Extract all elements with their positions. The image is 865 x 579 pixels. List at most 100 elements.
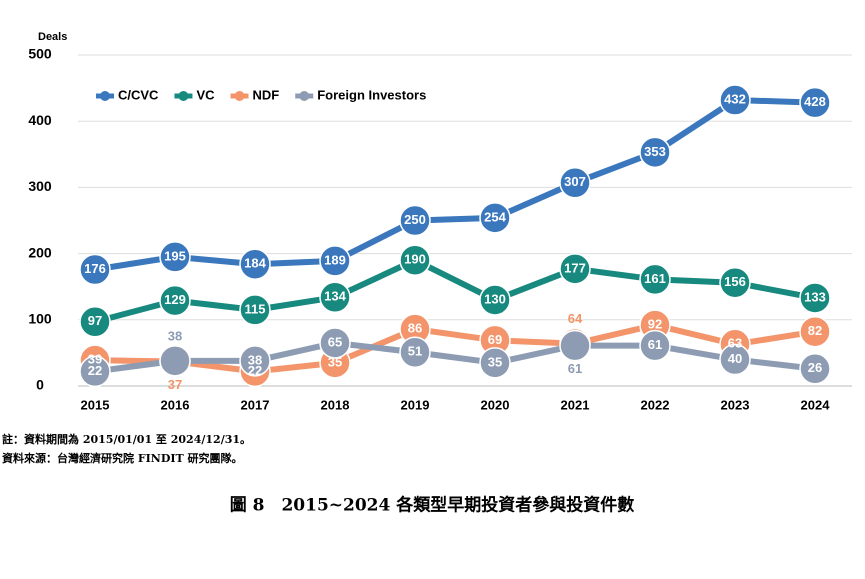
- data-point: [79, 355, 111, 388]
- x-tick-label: 2018: [321, 397, 350, 412]
- data-label: 38: [248, 352, 262, 367]
- data-label: 40: [728, 351, 742, 366]
- data-label: 63: [728, 336, 742, 351]
- data-point: [159, 345, 191, 377]
- y-tick-label: 100: [28, 311, 52, 327]
- data-label: 82: [808, 323, 822, 338]
- legend-label: VC: [196, 87, 215, 102]
- data-label: 254: [484, 209, 506, 224]
- data-label: 184: [244, 256, 266, 271]
- data-point: [719, 266, 751, 299]
- data-point: [639, 136, 671, 169]
- data-label: 176: [84, 261, 106, 276]
- legend-label: C/CVC: [118, 87, 159, 102]
- y-tick-label: 500: [28, 46, 52, 62]
- data-label: 35: [488, 354, 502, 369]
- legend-marker: [100, 91, 110, 101]
- data-point: [399, 336, 431, 368]
- x-tick-label: 2020: [481, 397, 510, 412]
- y-tick-label: 400: [28, 112, 52, 128]
- data-label: 428: [804, 94, 826, 109]
- data-label: 37: [168, 377, 182, 392]
- data-label: 38: [168, 328, 182, 343]
- data-point: [719, 343, 751, 376]
- data-point: [639, 263, 671, 296]
- data-label: 353: [644, 144, 666, 159]
- x-tick-label: 2015: [81, 397, 110, 412]
- data-label: 61: [648, 337, 662, 352]
- data-label: 129: [164, 292, 186, 307]
- data-point: [479, 284, 511, 316]
- y-tick-label: 200: [28, 244, 52, 260]
- x-tick-label: 2016: [161, 397, 190, 412]
- data-label: 250: [404, 212, 426, 227]
- data-point: [799, 353, 831, 385]
- data-label: 35: [328, 354, 342, 369]
- data-label: 64: [568, 311, 583, 326]
- data-point: [159, 241, 191, 273]
- data-label: 22: [248, 363, 262, 378]
- legend-marker: [234, 91, 245, 101]
- legend-label: NDF: [253, 87, 280, 102]
- note: 註：資料期間為 2015/01/01 至 2024/12/31。: [2, 432, 251, 446]
- data-label: 307: [564, 174, 586, 189]
- y-tick-label: 0: [36, 377, 44, 393]
- data-point: [399, 204, 431, 237]
- data-label: 86: [408, 321, 422, 336]
- data-point: [559, 253, 591, 285]
- caption: 圖 8 2015~2024 各類型早期投資者參與投資件數: [230, 495, 635, 516]
- data-label: 115: [245, 301, 266, 316]
- data-point: [159, 284, 191, 317]
- data-point: [319, 245, 351, 277]
- data-label: 156: [724, 274, 746, 289]
- data-label: 65: [328, 334, 342, 349]
- data-label: 69: [488, 332, 502, 347]
- data-label: 39: [88, 352, 102, 367]
- data-label: 133: [804, 289, 826, 304]
- data-point: [479, 347, 511, 379]
- data-point: [799, 282, 831, 314]
- data-point: [79, 306, 111, 338]
- data-label: 190: [404, 252, 426, 267]
- data-point: [399, 244, 431, 276]
- x-tick-label: 2023: [721, 397, 750, 412]
- data-point: [719, 84, 751, 116]
- data-point: [799, 86, 831, 119]
- data-label: 189: [324, 252, 346, 267]
- series-line: [94, 322, 816, 375]
- x-tick-label: 2017: [241, 397, 270, 412]
- data-point: [639, 329, 671, 362]
- note: 資料來源：台灣經濟研究院 FINDIT 研究團隊。: [2, 451, 243, 465]
- data-point: [799, 315, 831, 348]
- y-tick-label: 300: [28, 178, 52, 194]
- series-line: [94, 339, 816, 375]
- data-label: 97: [88, 313, 102, 328]
- data-point: [79, 253, 111, 286]
- legend-marker: [178, 91, 189, 101]
- data-point: [319, 327, 351, 359]
- data-point: [239, 294, 271, 326]
- data-point: [239, 345, 271, 377]
- data-point: [479, 202, 511, 234]
- data-label: 195: [164, 248, 186, 263]
- data-label: 26: [808, 360, 822, 375]
- x-tick-label: 2021: [561, 397, 590, 412]
- data-label: 130: [484, 291, 506, 306]
- series-line: [94, 97, 816, 273]
- data-label: 22: [88, 363, 102, 378]
- data-label: 51: [408, 344, 422, 359]
- data-point: [559, 167, 591, 199]
- x-tick-label: 2024: [801, 397, 831, 412]
- legend-marker: [299, 91, 310, 101]
- y-axis-label: Deals: [38, 31, 67, 43]
- data-label: 161: [644, 271, 666, 286]
- data-label: 177: [564, 260, 586, 275]
- data-label: 61: [568, 361, 582, 376]
- data-label: 92: [648, 317, 662, 332]
- x-tick-label: 2022: [641, 397, 670, 412]
- data-point: [559, 329, 591, 362]
- legend-label: Foreign Investors: [317, 87, 426, 102]
- data-point: [319, 281, 351, 314]
- x-tick-label: 2019: [401, 397, 430, 412]
